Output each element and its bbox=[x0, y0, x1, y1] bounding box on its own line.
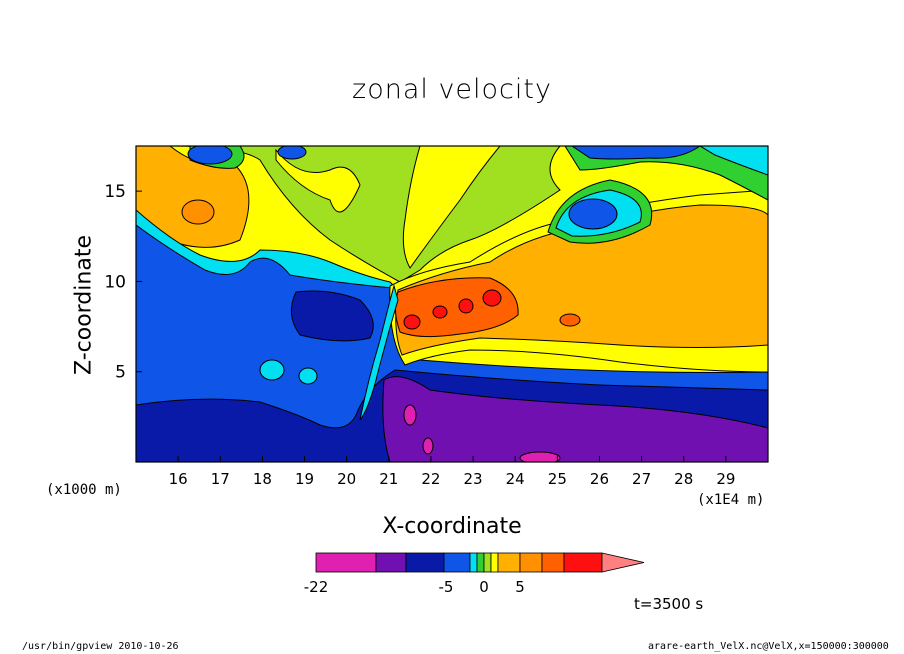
chart-title: zonal velocity bbox=[352, 74, 552, 105]
colorbar-segment bbox=[315, 552, 377, 573]
x-axis-scale: (x1E4 m) bbox=[697, 492, 765, 508]
contour-cyan-spot-2 bbox=[298, 367, 318, 385]
x-tick-label: 23 bbox=[464, 470, 483, 488]
contour-blue-top-mid bbox=[277, 146, 307, 160]
contour-blue-top-right bbox=[571, 146, 701, 160]
y-tick-label: 10 bbox=[104, 272, 126, 292]
contour-magenta-spot-3 bbox=[519, 451, 561, 462]
contour-red-spot-3 bbox=[458, 298, 474, 314]
y-tick-label: 5 bbox=[115, 363, 126, 383]
x-tick-label: 17 bbox=[211, 470, 230, 488]
contour-green-top-right bbox=[564, 146, 768, 201]
colorbar-segment bbox=[469, 552, 478, 573]
x-tick-label: 20 bbox=[337, 470, 356, 488]
contour-cyan-spot-1 bbox=[259, 359, 285, 381]
footer-command: /usr/bin/gpview 2010-10-26 bbox=[22, 641, 179, 652]
contour-yellow-plume bbox=[402, 146, 501, 269]
colorbar-segment bbox=[443, 552, 471, 573]
x-tick-label: 28 bbox=[674, 470, 693, 488]
contour-magenta-spot-2 bbox=[422, 437, 434, 455]
colorbar bbox=[315, 552, 645, 573]
colorbar-tick-label: 0 bbox=[479, 578, 489, 596]
contour-orange-spot bbox=[559, 313, 581, 327]
contour-red-spot-4 bbox=[482, 289, 502, 307]
colorbar-segment bbox=[405, 552, 445, 573]
plot-frame bbox=[135, 145, 769, 463]
colorbar-segment bbox=[483, 552, 492, 573]
x-tick-label: 22 bbox=[421, 470, 440, 488]
y-tick-label: 15 bbox=[104, 182, 126, 202]
colorbar-tick-label: -22 bbox=[304, 578, 329, 596]
contour-orange-core-left bbox=[181, 199, 215, 225]
x-tick-label: 21 bbox=[379, 470, 398, 488]
x-tick-label: 25 bbox=[548, 470, 567, 488]
contour-navy-blob bbox=[290, 290, 374, 342]
time-label: t=3500 s bbox=[634, 595, 704, 613]
x-tick-label: 19 bbox=[295, 470, 314, 488]
contour-yellow-top-mid bbox=[275, 148, 361, 213]
colorbar-segment bbox=[497, 552, 521, 573]
x-tick-label: 16 bbox=[169, 470, 188, 488]
velocity-field bbox=[136, 146, 768, 462]
colorbar-ticks: -22 -5 0 5 bbox=[304, 578, 525, 596]
contour-red-spot-2 bbox=[432, 305, 448, 319]
x-tick-label: 26 bbox=[590, 470, 609, 488]
x-tick-label: 24 bbox=[506, 470, 525, 488]
colorbar-segment bbox=[476, 552, 485, 573]
contour-cyan-jet bbox=[359, 284, 399, 421]
contour-purple-bottom bbox=[382, 376, 768, 462]
x-tick-label: 29 bbox=[716, 470, 735, 488]
y-axis-label: Z-coordinate bbox=[71, 235, 97, 375]
colorbar-segment bbox=[375, 552, 407, 573]
colorbar-segment bbox=[490, 552, 499, 573]
x-tick-label: 18 bbox=[253, 470, 272, 488]
contour-red-spot-1 bbox=[403, 314, 421, 330]
y-axis-ticks: 5 10 15 bbox=[104, 182, 142, 383]
colorbar-segment bbox=[541, 552, 565, 573]
x-axis-unit: (x1000 m) bbox=[46, 482, 122, 498]
colorbar-tick-label: 5 bbox=[515, 578, 525, 596]
footer-source: arare-earth_VelX.nc@VelX,x=150000:300000 bbox=[648, 641, 889, 652]
x-axis-label: X-coordinate bbox=[382, 514, 522, 539]
colorbar-segment bbox=[563, 552, 603, 573]
x-axis-ticks: 16 17 18 19 20 21 22 23 24 25 26 27 28 29 bbox=[169, 456, 735, 488]
colorbar-segment bbox=[519, 552, 543, 573]
contour-magenta-spot-1 bbox=[403, 404, 417, 426]
contour-blue-vortex bbox=[568, 198, 618, 230]
colorbar-tick-label: -5 bbox=[439, 578, 454, 596]
contour-blue-top-left bbox=[187, 146, 233, 165]
colorbar-extension bbox=[601, 552, 645, 573]
x-tick-label: 27 bbox=[632, 470, 651, 488]
